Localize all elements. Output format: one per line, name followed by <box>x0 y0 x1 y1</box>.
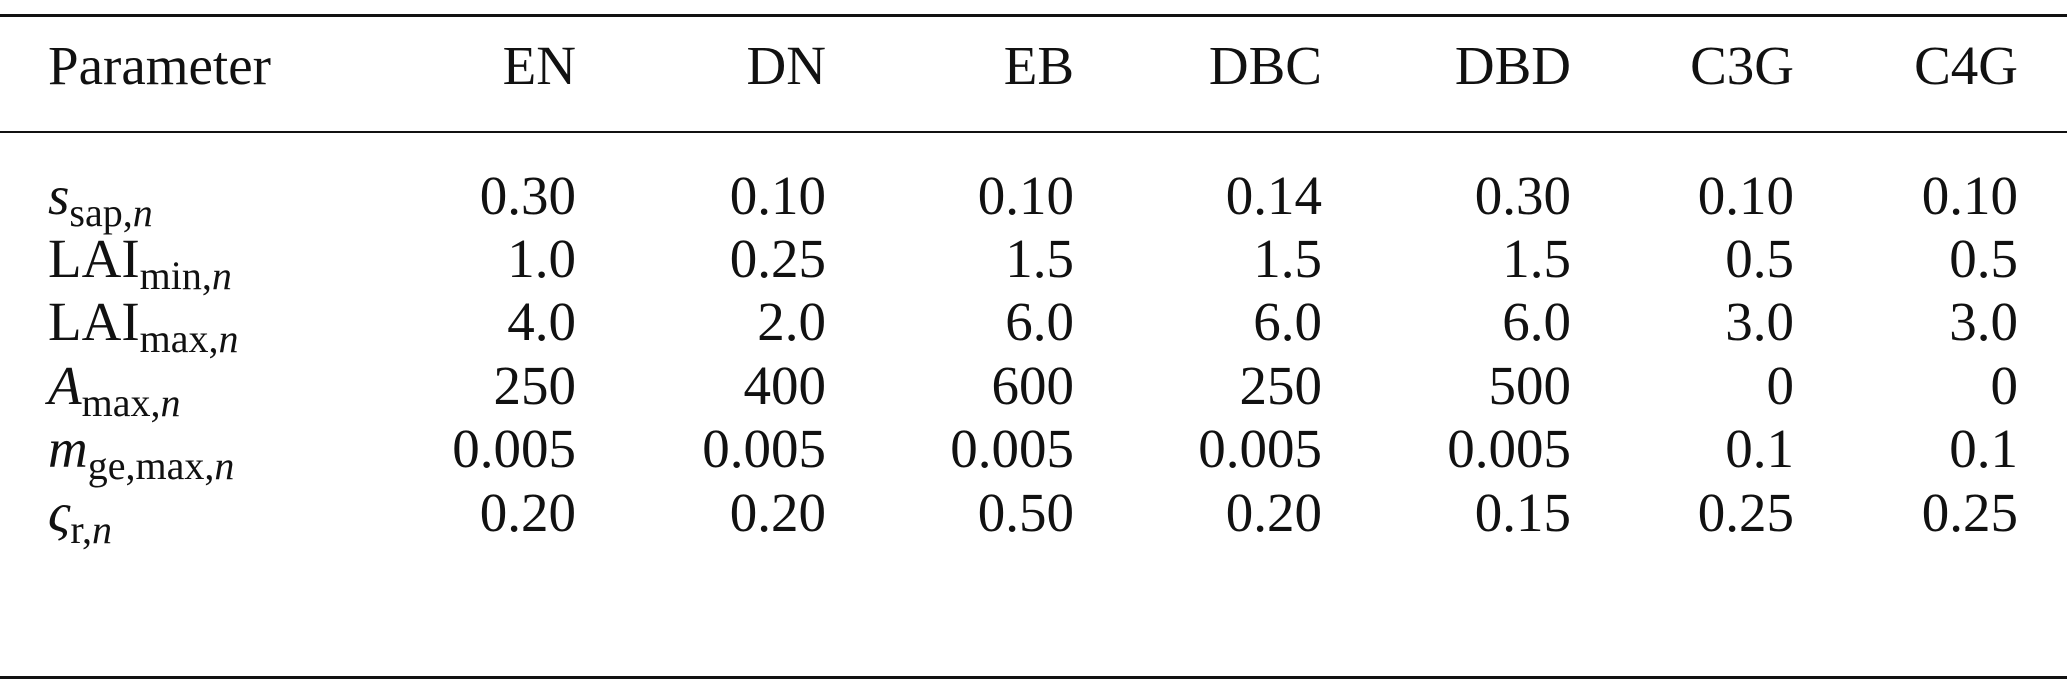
table-cell: 250 <box>493 355 577 416</box>
subscript-index: n <box>132 190 153 235</box>
table-cell: 0.50 <box>977 482 1074 543</box>
subscript-index: n <box>211 253 232 298</box>
subscript-text: max, <box>139 316 219 361</box>
parameter-subscript: r,n <box>70 507 112 552</box>
header-dbc: DBC <box>1208 35 1322 96</box>
parameter-label: mge,max,n <box>48 417 234 498</box>
table-cell: 1.5 <box>1253 228 1322 289</box>
subscript-text: min, <box>139 253 212 298</box>
header-eb: EB <box>1003 35 1074 96</box>
table-cell: 3.0 <box>1725 291 1794 352</box>
table-row: LAImax,n 4.0 2.0 6.0 6.0 6.0 3.0 3.0 <box>0 290 2067 361</box>
table-cell: 0.25 <box>1697 482 1794 543</box>
table-row: ςr,n 0.20 0.20 0.50 0.20 0.15 0.25 0.25 <box>0 481 2067 552</box>
table-cell: 0.20 <box>1225 482 1322 543</box>
table-cell: 1.5 <box>1005 228 1074 289</box>
parameter-label: LAImin,n <box>48 227 232 308</box>
parameter-label: ssap,n <box>48 164 153 245</box>
table-cell: 0.005 <box>452 418 576 479</box>
subscript-text: ge,max, <box>87 443 215 488</box>
table-cell: 400 <box>743 355 827 416</box>
parameter-symbol: ς <box>48 482 71 543</box>
table-cell: 0.5 <box>1949 228 2018 289</box>
table-cell: 0.005 <box>702 418 826 479</box>
table-cell: 0.10 <box>729 165 826 226</box>
table-cell: 0.30 <box>479 165 576 226</box>
table-cell: 6.0 <box>1502 291 1571 352</box>
header-parameter: Parameter <box>48 35 271 96</box>
parameter-label: LAImax,n <box>48 290 239 371</box>
subscript-index: n <box>218 316 239 361</box>
subscript-index: n <box>160 380 181 425</box>
table-cell: 0.10 <box>1921 165 2018 226</box>
parameter-subscript: max,n <box>140 316 239 361</box>
table-header: Parameter EN DN EB DBC DBD C3G C4G <box>0 34 2067 98</box>
table-cell: 3.0 <box>1949 291 2018 352</box>
table-cell: 0.005 <box>1198 418 1322 479</box>
table-cell: 0.15 <box>1474 482 1571 543</box>
table-cell: 1.0 <box>507 228 576 289</box>
bottom-rule <box>0 676 2067 679</box>
parameter-subscript: ge,max,n <box>88 443 235 488</box>
table-cell: 0.1 <box>1725 418 1794 479</box>
header-dbd: DBD <box>1454 35 1571 96</box>
parameter-symbol: s <box>48 165 70 226</box>
table-cell: 0.10 <box>1697 165 1794 226</box>
table-cell: 0.20 <box>729 482 826 543</box>
table-cell: 250 <box>1239 355 1323 416</box>
subscript-index: n <box>214 443 235 488</box>
table-cell: 0.30 <box>1474 165 1571 226</box>
subscript-index: n <box>92 507 113 552</box>
table-row: LAImin,n 1.0 0.25 1.5 1.5 1.5 0.5 0.5 <box>0 227 2067 298</box>
parameter-symbol: LAI <box>48 228 140 289</box>
parameter-symbol: A <box>48 355 82 416</box>
table-cell: 4.0 <box>507 291 576 352</box>
table-row: mge,max,n 0.005 0.005 0.005 0.005 0.005 0.1 0.1 <box>0 417 2067 488</box>
table-cell: 0 <box>1766 355 1795 416</box>
parameter-subscript: min,n <box>140 253 232 298</box>
table-cell: 0 <box>1990 355 2019 416</box>
subscript-text: sap, <box>69 190 133 235</box>
parameter-subscript: max,n <box>82 380 181 425</box>
header-en: EN <box>502 35 576 96</box>
table-cell: 6.0 <box>1005 291 1074 352</box>
table-cell: 0.005 <box>950 418 1074 479</box>
parameter-symbol: LAI <box>48 291 140 352</box>
table-cell: 6.0 <box>1253 291 1322 352</box>
parameter-symbol: m <box>48 418 88 479</box>
table-row: ssap,n 0.30 0.10 0.10 0.14 0.30 0.10 0.10 <box>0 164 2067 235</box>
table-cell: 0.005 <box>1447 418 1571 479</box>
parameter-label: Amax,n <box>48 354 180 435</box>
table-cell: 0.20 <box>479 482 576 543</box>
header-c3g: C3G <box>1690 35 1794 96</box>
table-cell: 0.5 <box>1725 228 1794 289</box>
table-cell: 0.25 <box>729 228 826 289</box>
table-cell: 0.25 <box>1921 482 2018 543</box>
table-cell: 600 <box>991 355 1075 416</box>
table-cell: 0.14 <box>1225 165 1322 226</box>
parameter-label: ςr,n <box>48 481 112 562</box>
table-row: Amax,n 250 400 600 250 500 0 0 <box>0 354 2067 425</box>
subscript-text: max, <box>81 380 161 425</box>
table-cell: 2.0 <box>757 291 826 352</box>
header-dn: DN <box>746 35 826 96</box>
table-cell: 1.5 <box>1502 228 1571 289</box>
header-c4g: C4G <box>1914 35 2018 96</box>
subscript-text: r, <box>70 507 93 552</box>
parameter-subscript: sap,n <box>69 190 152 235</box>
header-rule <box>0 131 2067 133</box>
table-cell: 0.10 <box>977 165 1074 226</box>
table-cell: 500 <box>1488 355 1572 416</box>
top-rule <box>0 14 2067 17</box>
table-cell: 0.1 <box>1949 418 2018 479</box>
